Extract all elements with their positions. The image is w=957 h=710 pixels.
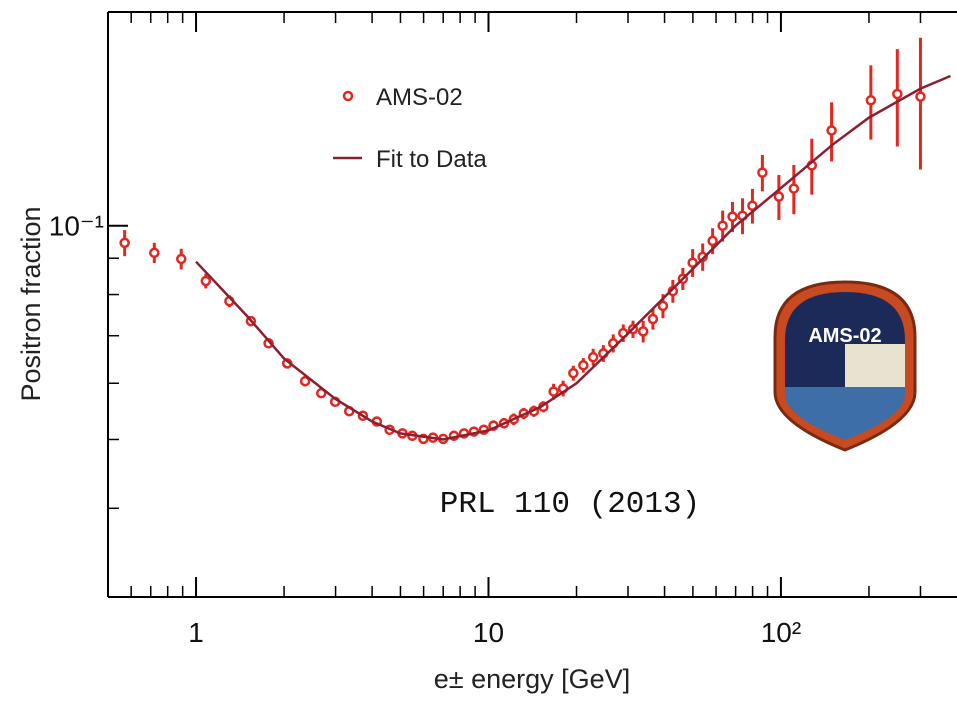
logo: AMS-02 <box>773 280 917 452</box>
data-point <box>697 251 708 263</box>
data-point <box>175 253 187 265</box>
data-point <box>915 91 926 102</box>
logo-panel <box>845 344 905 387</box>
x-tick-label: 1 <box>188 617 204 648</box>
annotation: PRL 110 (2013) <box>440 487 700 522</box>
data-point <box>578 360 589 371</box>
legend-marker <box>342 90 354 102</box>
data-point <box>773 191 785 202</box>
legend-label: Fit to Data <box>376 146 487 173</box>
data-point <box>757 167 768 178</box>
data-point <box>200 275 212 287</box>
data-point <box>788 183 800 194</box>
y-tick-label: 10⁻¹ <box>49 211 104 242</box>
logo-earth <box>785 387 905 440</box>
x-tick-label: 10 <box>473 617 504 648</box>
data-point <box>892 88 903 100</box>
data-point <box>826 125 837 136</box>
data-point <box>587 351 599 363</box>
data-point <box>637 326 649 337</box>
data-point <box>548 386 559 397</box>
data-point <box>568 367 579 379</box>
data-point <box>727 211 738 222</box>
x-tick-label: 10² <box>761 617 801 648</box>
logo-text: AMS-02 <box>808 325 881 347</box>
data-point <box>299 375 311 387</box>
data-point <box>657 300 669 312</box>
data-point <box>717 220 728 231</box>
data-point <box>149 247 160 259</box>
data-point <box>119 237 130 249</box>
y-axis-title: Positron fraction <box>16 206 46 401</box>
x-axis-title: e± energy [GeV] <box>434 664 630 694</box>
ticks <box>107 11 957 598</box>
data-point <box>687 257 698 268</box>
plot-area <box>119 37 951 445</box>
legend: AMS-02 Fit to Data <box>333 84 487 173</box>
data-point <box>865 95 877 106</box>
legend-label: AMS-02 <box>376 84 463 111</box>
data-point <box>647 313 659 325</box>
data-point <box>747 200 758 211</box>
fit-line <box>195 74 951 441</box>
data-point <box>707 235 718 247</box>
